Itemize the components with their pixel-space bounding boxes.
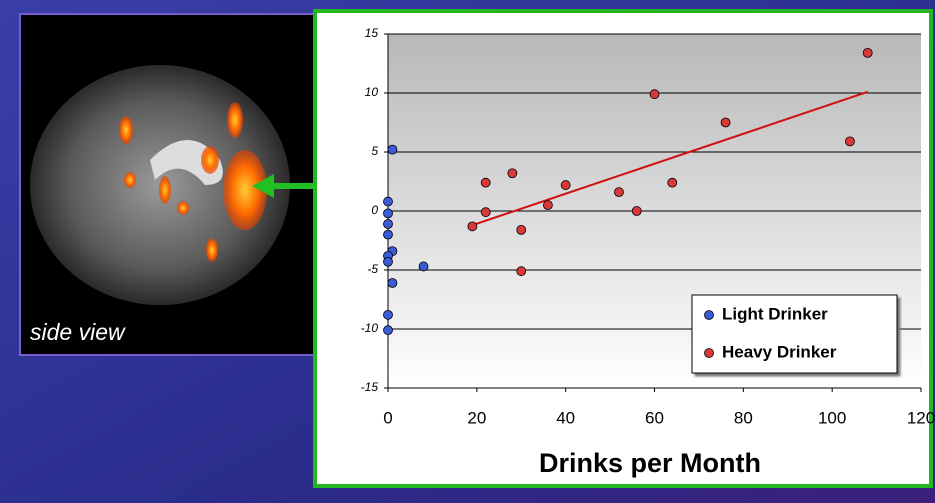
point <box>384 326 393 335</box>
point <box>863 48 872 57</box>
slide: side view Drinks per Month -15 -10 -5 0 5 10 1… <box>0 0 935 503</box>
legend: Light Drinker Heavy Drinker <box>692 295 897 373</box>
point <box>384 219 393 228</box>
legend-label: Heavy Drinker <box>722 342 837 361</box>
y-tick-label: 5 <box>371 144 378 158</box>
y-tick-label: 10 <box>365 85 379 99</box>
point <box>632 207 641 216</box>
point <box>721 118 730 127</box>
x-axis-label: Drinks per Month <box>539 448 761 478</box>
point <box>384 197 393 206</box>
point <box>845 137 854 146</box>
x-tick-label: 80 <box>734 408 753 427</box>
point <box>668 178 677 187</box>
point <box>543 201 552 210</box>
point <box>517 225 526 234</box>
point <box>508 169 517 178</box>
point <box>481 208 490 217</box>
x-tick-label: 20 <box>467 408 486 427</box>
point <box>650 90 659 99</box>
point <box>517 267 526 276</box>
point <box>419 262 428 271</box>
y-tick-label: -5 <box>367 262 378 276</box>
y-tick-label: -10 <box>361 321 379 335</box>
page: {"image_caption": "side view", "chart_da… <box>0 0 935 503</box>
y-tick-label: 15 <box>365 26 379 40</box>
point <box>384 209 393 218</box>
legend-label: Light Drinker <box>722 304 828 323</box>
point <box>384 230 393 239</box>
x-tick-label: 60 <box>645 408 664 427</box>
point <box>384 257 393 266</box>
point <box>384 310 393 319</box>
legend-marker <box>705 311 714 320</box>
legend-marker <box>705 349 714 358</box>
y-tick-label: 0 <box>371 203 378 217</box>
point <box>388 145 397 154</box>
x-tick-label: 0 <box>383 408 392 427</box>
point <box>388 278 397 287</box>
point <box>481 178 490 187</box>
point <box>614 188 623 197</box>
x-tick-label: 120 <box>907 408 935 427</box>
image-caption: side view <box>30 319 126 345</box>
x-tick-label: 40 <box>556 408 575 427</box>
y-tick-label: -15 <box>361 380 379 394</box>
point <box>561 181 570 190</box>
x-tick-label: 100 <box>818 408 846 427</box>
point <box>468 222 477 231</box>
